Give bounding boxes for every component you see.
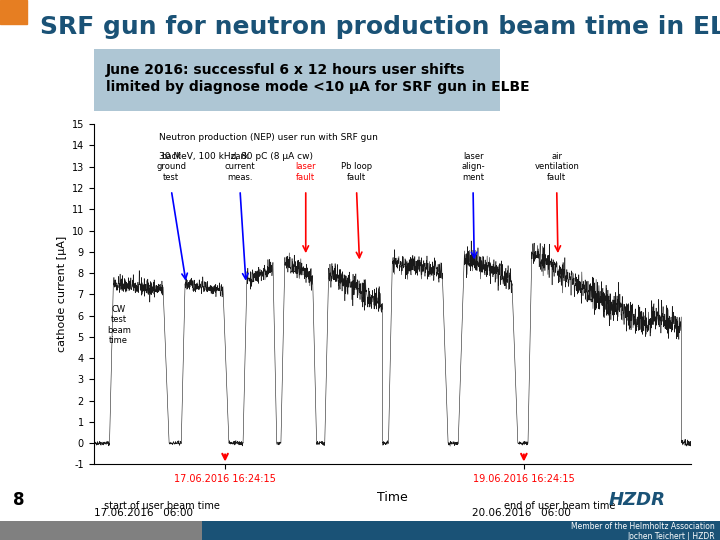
Text: laser
align-
ment: laser align- ment <box>462 152 485 181</box>
Text: Pb loop
fault: Pb loop fault <box>341 162 372 181</box>
Text: laser
fault: laser fault <box>295 162 316 181</box>
Text: 17.06.2016   06:00: 17.06.2016 06:00 <box>94 508 193 518</box>
Text: Member of the Helmholtz Association: Member of the Helmholtz Association <box>571 522 715 530</box>
Y-axis label: cathode current [μA]: cathode current [μA] <box>58 236 68 353</box>
Text: back
ground
test: back ground test <box>156 152 186 181</box>
Text: CW
test
beam
time: CW test beam time <box>107 305 130 345</box>
Text: air
ventilation
fault: air ventilation fault <box>534 152 579 181</box>
Text: Jochen Teichert | HZDR: Jochen Teichert | HZDR <box>627 532 715 540</box>
Text: end of user beam time: end of user beam time <box>504 501 616 511</box>
Text: 20.06.2016   06:00: 20.06.2016 06:00 <box>472 508 570 518</box>
Text: dark
current
meas.: dark current meas. <box>225 152 256 181</box>
Text: Time: Time <box>377 491 408 504</box>
Text: 30 MeV, 100 kHz, 80 pC (8 μA cw): 30 MeV, 100 kHz, 80 pC (8 μA cw) <box>159 152 313 161</box>
Text: 8: 8 <box>13 491 24 509</box>
Text: June 2016: successful 6 x 12 hours user shifts
limited by diagnose mode <10 μA f: June 2016: successful 6 x 12 hours user … <box>106 63 529 93</box>
Text: HZDR: HZDR <box>608 491 665 509</box>
Text: start of user beam time: start of user beam time <box>104 501 220 511</box>
Text: Neutron production (NEP) user run with SRF gun: Neutron production (NEP) user run with S… <box>159 133 378 141</box>
Text: SRF gun for neutron production beam time in ELBE: SRF gun for neutron production beam time… <box>40 15 720 39</box>
